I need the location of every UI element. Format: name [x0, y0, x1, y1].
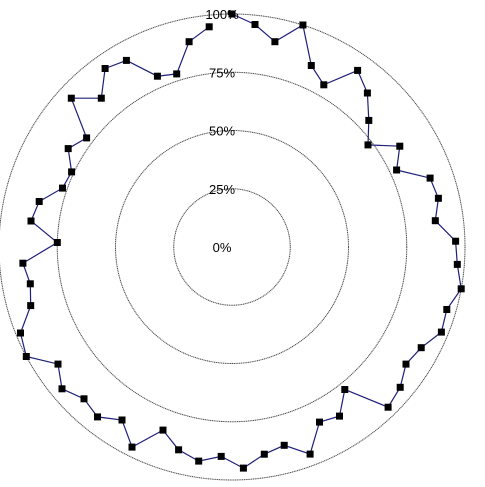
- data-point-52: [83, 134, 91, 142]
- data-point-4: [307, 62, 315, 69]
- data-point-55: [101, 65, 109, 72]
- data-point-54: [97, 94, 105, 102]
- data-point-3: [299, 21, 307, 29]
- data-point-50: [68, 168, 76, 176]
- radial-grid: [0, 13, 466, 481]
- tick-label-2: 50%: [209, 124, 235, 139]
- data-point-6: [354, 66, 362, 74]
- data-point-43: [27, 302, 35, 310]
- data-point-15: [452, 237, 460, 245]
- tick-label-3: 75%: [209, 65, 235, 80]
- data-point-20: [417, 344, 425, 352]
- data-point-19: [437, 328, 445, 336]
- data-point-58: [173, 70, 181, 78]
- data-point-0: [228, 10, 236, 18]
- data-point-45: [19, 259, 27, 267]
- data-point-32: [195, 457, 203, 465]
- grid-ring-3: [56, 71, 408, 423]
- data-point-31: [217, 452, 225, 460]
- data-point-57: [153, 72, 161, 80]
- data-point-51: [64, 145, 72, 153]
- data-point-18: [443, 306, 451, 313]
- data-point-27: [306, 450, 314, 458]
- data-point-49: [59, 184, 66, 192]
- data-point-59: [185, 38, 193, 46]
- data-point-29: [260, 450, 268, 458]
- data-point-1: [251, 21, 259, 28]
- data-point-8: [365, 116, 373, 124]
- data-point-42: [17, 329, 24, 337]
- data-point-22: [396, 383, 404, 391]
- data-point-53: [67, 94, 75, 102]
- data-point-13: [434, 194, 442, 202]
- data-point-16: [453, 260, 461, 268]
- grid-ring-4: [0, 13, 466, 481]
- data-point-5: [320, 81, 328, 89]
- data-point-33: [175, 446, 183, 454]
- data-point-30: [239, 464, 247, 472]
- marker-layer: [17, 10, 465, 472]
- data-point-28: [280, 441, 288, 449]
- data-point-47: [27, 217, 35, 225]
- grid-ring-2: [115, 130, 349, 364]
- data-point-36: [118, 416, 126, 424]
- data-point-12: [426, 174, 434, 182]
- data-point-34: [159, 426, 167, 434]
- data-point-7: [363, 89, 371, 97]
- data-point-14: [431, 217, 439, 225]
- data-point-21: [402, 360, 410, 368]
- data-point-25: [336, 412, 343, 420]
- data-point-41: [22, 353, 30, 360]
- data-point-46: [53, 239, 61, 246]
- data-point-26: [316, 418, 323, 426]
- tick-label-1: 25%: [209, 182, 235, 197]
- data-point-60: [205, 23, 213, 31]
- data-point-9: [364, 141, 372, 149]
- grid-ring-1: [173, 188, 291, 306]
- data-point-35: [128, 443, 136, 451]
- tick-label-0: 0%: [213, 240, 232, 255]
- data-point-56: [122, 56, 130, 64]
- data-point-17: [457, 285, 465, 293]
- data-point-38: [80, 395, 88, 403]
- data-point-48: [35, 198, 43, 205]
- data-point-10: [396, 142, 404, 150]
- data-point-11: [393, 166, 401, 174]
- tick-label-layer: 0% 25% 50% 75% 100%: [205, 7, 239, 255]
- data-point-37: [94, 413, 101, 421]
- data-point-24: [341, 386, 349, 393]
- data-point-44: [26, 280, 34, 288]
- tick-label-4: 100%: [205, 7, 239, 22]
- data-point-40: [54, 360, 62, 368]
- data-point-39: [58, 385, 66, 393]
- data-point-23: [384, 403, 392, 411]
- data-point-2: [271, 38, 279, 46]
